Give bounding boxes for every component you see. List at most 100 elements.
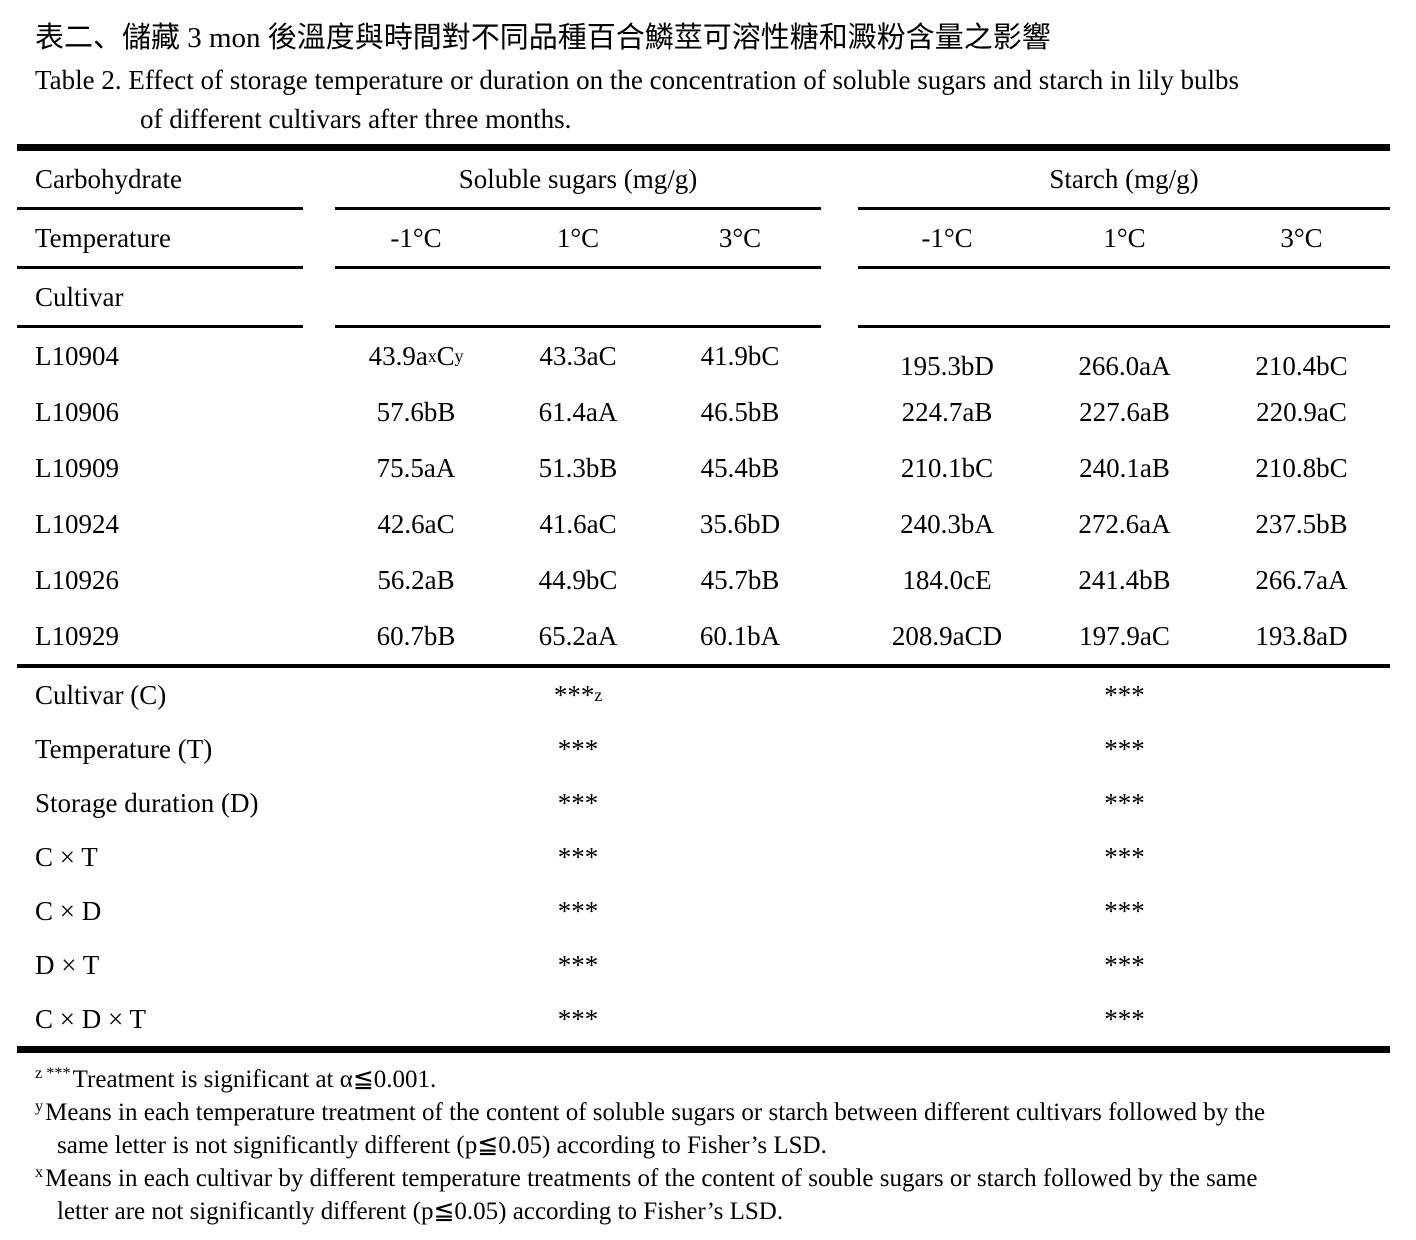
starch-value: 195.3bD xyxy=(900,350,994,381)
stat-starch-significance: *** xyxy=(1104,949,1145,980)
divider-segment xyxy=(335,325,821,328)
temp-column-header: 1°C xyxy=(556,222,600,253)
sugars-value: 61.4aA xyxy=(538,396,618,427)
sugars-value: 46.5bB xyxy=(700,396,780,427)
divider-segment xyxy=(335,266,821,269)
stat-row: C × T *** *** xyxy=(17,830,1390,884)
cultivar-name: L10929 xyxy=(35,620,119,651)
data-table: Carbohydrate Soluble sugars (mg/g) Starc… xyxy=(17,144,1390,1053)
group-header-starch: Starch (mg/g) xyxy=(1049,163,1199,194)
cultivar-name: L10904 xyxy=(35,340,119,371)
table-title-english-line1: Table 2. Effect of storage temperature o… xyxy=(35,65,1239,95)
cultivar-header: Cultivar xyxy=(35,281,124,312)
starch-value: 240.1aB xyxy=(1079,452,1170,483)
header-row-cultivar: Cultivar xyxy=(17,269,1390,325)
stat-label: Temperature (T) xyxy=(35,733,213,764)
sugars-value: 60.7bB xyxy=(376,620,456,651)
footnote-text: Treatment is significant at α≦0.001. xyxy=(72,1066,437,1093)
stat-label: Storage duration (D) xyxy=(35,787,259,818)
table-top-rule xyxy=(17,144,1390,151)
table-bottom-rule xyxy=(17,1046,1390,1053)
table-row: L10929 60.7bB 65.2aA 60.1bA 208.9aCD 197… xyxy=(17,608,1390,664)
footnote-text: Means in each cultivar by different temp… xyxy=(45,1165,1258,1192)
temp-column-header: 3°C xyxy=(718,222,762,253)
divider-segment xyxy=(17,266,303,269)
divider-segment xyxy=(17,325,303,328)
footnote-x: xMeans in each cultivar by different tem… xyxy=(35,1162,1395,1228)
stat-starch-significance: *** xyxy=(1104,733,1145,764)
temp-column-header: 3°C xyxy=(1280,222,1323,253)
corner-header: Carbohydrate xyxy=(35,163,182,194)
footnotes-section: z ***Treatment is significant at α≦0.001… xyxy=(35,1063,1395,1228)
starch-value: 210.8bC xyxy=(1255,452,1348,483)
stat-starch-significance: *** xyxy=(1104,787,1145,818)
temp-column-header: 1°C xyxy=(1103,222,1146,253)
sugars-value: 41.9bC xyxy=(700,340,780,371)
stat-row: Cultivar (C) *** z *** xyxy=(17,668,1390,722)
significance-stars: *** xyxy=(553,679,595,710)
starch-value: 184.0cE xyxy=(902,564,992,595)
stat-row: Storage duration (D) *** *** xyxy=(17,776,1390,830)
stat-row: C × D × T *** *** xyxy=(17,992,1390,1046)
temperature-header: Temperature xyxy=(35,222,172,253)
header-row-carbohydrate: Carbohydrate Soluble sugars (mg/g) Starc… xyxy=(17,151,1390,207)
starch-value: 240.3bA xyxy=(900,508,994,539)
footnote-marker: y xyxy=(35,1096,44,1115)
value-text: 43.9a xyxy=(368,340,428,371)
starch-value: 237.5bB xyxy=(1255,508,1348,539)
stat-row: C × D *** *** xyxy=(17,884,1390,938)
starch-value: 266.0aA xyxy=(1078,350,1171,381)
header-row-temperature: Temperature -1°C 1°C 3°C -1°C 1°C 3°C xyxy=(17,210,1390,266)
sugars-value: 60.1bA xyxy=(699,620,781,651)
sugars-value: 35.6bD xyxy=(699,508,781,539)
sugars-value: 65.2aA xyxy=(538,620,618,651)
header-divider xyxy=(17,207,1390,210)
stat-starch-significance: *** xyxy=(1104,841,1145,872)
sugars-value: 42.6aC xyxy=(377,508,455,539)
stat-sugars-significance: *** xyxy=(557,733,599,764)
footnote-text: letter are not significantly different (… xyxy=(57,1198,784,1225)
value-text: C xyxy=(436,340,455,371)
cultivar-name: L10906 xyxy=(35,396,119,427)
stat-label: C × D xyxy=(35,895,102,926)
divider-segment xyxy=(858,325,1390,328)
header-divider xyxy=(17,266,1390,269)
stat-sugars-significance: *** z xyxy=(553,679,603,710)
stat-sugars-significance: *** xyxy=(557,787,599,818)
starch-value: 210.1bC xyxy=(900,452,994,483)
sugars-value: 75.5aA xyxy=(376,452,456,483)
stat-label: C × T xyxy=(35,841,98,872)
sugars-value: 57.6bB xyxy=(376,396,456,427)
starch-value: 197.9aC xyxy=(1079,620,1170,651)
header-divider xyxy=(17,325,1390,328)
stat-sugars-significance: *** xyxy=(557,895,599,926)
table-row: L10909 75.5aA 51.3bB 45.4bB 210.1bC 240.… xyxy=(17,440,1390,496)
temp-column-header: -1°C xyxy=(921,222,973,253)
starch-value: 210.4bC xyxy=(1255,350,1348,381)
divider-segment xyxy=(17,207,303,210)
stat-starch-significance: *** xyxy=(1104,895,1145,926)
table-row: L10926 56.2aB 44.9bC 45.7bB 184.0cE 241.… xyxy=(17,552,1390,608)
footnote-z: z ***Treatment is significant at α≦0.001… xyxy=(35,1063,1395,1096)
starch-value: 193.8aD xyxy=(1255,620,1348,651)
footnote-y: yMeans in each temperature treatment of … xyxy=(35,1096,1395,1162)
starch-value: 220.9aC xyxy=(1256,396,1347,427)
sugars-value: 51.3bB xyxy=(538,452,618,483)
group-header-soluble-sugars: Soluble sugars (mg/g) xyxy=(458,163,698,194)
divider-segment xyxy=(858,266,1390,269)
stat-label: D × T xyxy=(35,949,100,980)
table-title-chinese: 表二、儲藏 3 mon 後溫度與時間對不同品種百合鱗莖可溶性糖和澱粉含量之影響 xyxy=(35,22,1051,54)
stat-sugars-significance: *** xyxy=(557,949,599,980)
footnote-marker: x xyxy=(35,1162,44,1181)
sugars-value: 44.9bC xyxy=(538,564,618,595)
starch-value: 224.7aB xyxy=(901,396,993,427)
table-title-english-line2: of different cultivars after three month… xyxy=(140,104,572,134)
sugars-value: 41.6aC xyxy=(539,508,617,539)
sugars-value: 56.2aB xyxy=(377,564,455,595)
stat-label: Cultivar (C) xyxy=(35,679,167,710)
stat-label: C × D × T xyxy=(35,1003,146,1034)
stat-sugars-significance: *** xyxy=(557,1003,599,1034)
